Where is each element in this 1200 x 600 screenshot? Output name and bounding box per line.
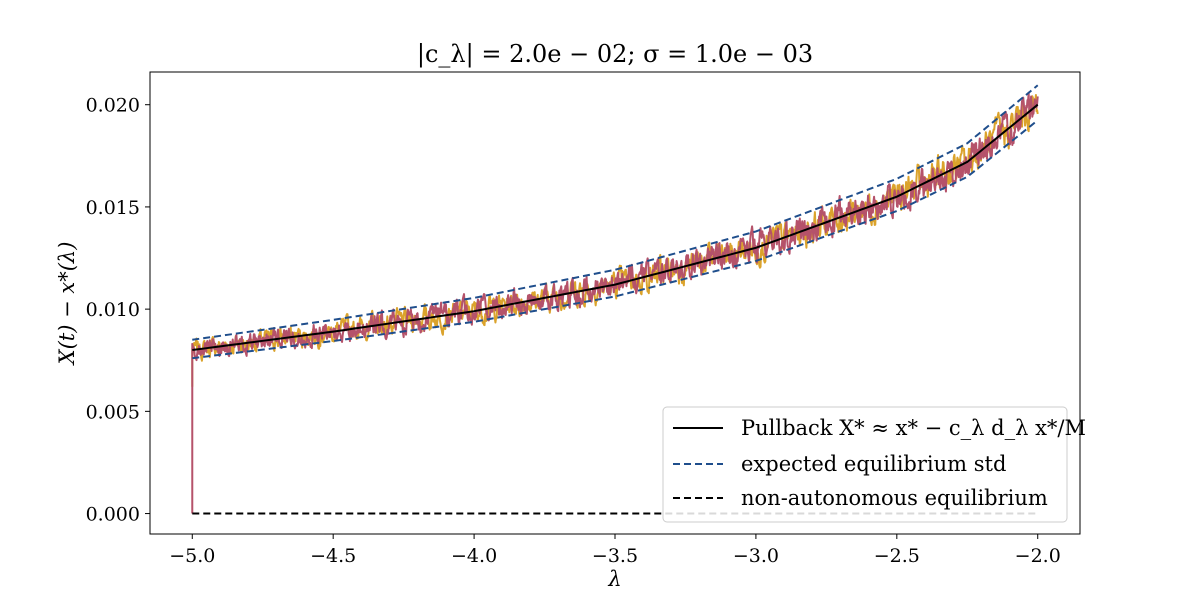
legend: Pullback X* ≈ x* − c_λ d_λ x*/M expected… — [662, 406, 1086, 523]
ticks-layer: −5.0 −4.5 −4.0 −3.5 −3.0 −2.5 −2.0 0.000 0.005 0.… — [86, 95, 1061, 567]
y-tick-label: 0.000 — [86, 504, 140, 526]
legend-label-nonautonomous: non-autonomous equilibrium — [741, 486, 1048, 510]
chart-title: |c_λ| = 2.0e − 02; σ = 1.0e − 03 — [417, 40, 813, 69]
y-axis-title: X(t) − x*(λ) — [55, 242, 79, 367]
x-tick-label: −2.0 — [1015, 545, 1061, 567]
legend-label-std: expected equilibrium std — [741, 452, 1006, 476]
pullback-line — [192, 103, 1039, 352]
x-tick-label: −4.5 — [310, 545, 356, 567]
x-tick-label: −4.0 — [451, 545, 497, 567]
x-tick-label: −3.5 — [592, 545, 638, 567]
x-tick-label: −2.5 — [874, 545, 920, 567]
y-tick-label: 0.010 — [86, 299, 140, 321]
y-tick-label: 0.005 — [86, 401, 140, 423]
y-tick-label: 0.020 — [86, 95, 140, 117]
x-tick-label: −3.0 — [733, 545, 779, 567]
x-axis-title: λ — [607, 567, 621, 591]
y-tick-label: 0.015 — [86, 197, 140, 219]
legend-box — [662, 406, 1068, 523]
x-tick-label: −5.0 — [169, 545, 215, 567]
legend-label-pullback: Pullback X* ≈ x* − c_λ d_λ x*/M — [741, 416, 1086, 440]
